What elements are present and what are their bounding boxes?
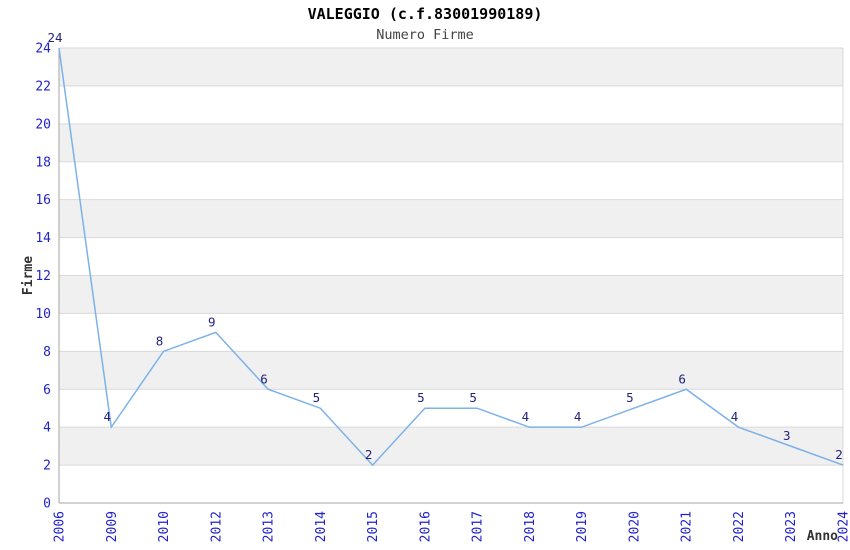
data-point-label: 5: [626, 390, 634, 405]
plot-bands: [59, 48, 843, 466]
data-point-label: 3: [783, 428, 791, 443]
data-point-label: 6: [260, 371, 268, 386]
plot-band: [59, 351, 843, 390]
data-point-label: 5: [417, 390, 425, 405]
x-tick-label: 2024: [837, 511, 850, 542]
axes: [58, 48, 843, 504]
data-point-label: 5: [313, 390, 321, 405]
x-tick-label: 2012: [209, 511, 224, 542]
y-tick-label: 22: [35, 79, 51, 94]
chart-subtitle: Numero Firme: [376, 27, 474, 43]
y-axis-title: Firme: [21, 256, 36, 295]
x-tick-label: 2010: [157, 511, 172, 542]
plot-band: [59, 275, 843, 314]
data-point-label: 5: [469, 390, 477, 405]
x-tick-label: 2021: [680, 511, 695, 542]
data-point-label: 8: [156, 333, 164, 348]
y-tick-label: 16: [35, 193, 51, 208]
plot-band: [59, 427, 843, 466]
data-point-label: 24: [47, 30, 62, 45]
data-point-label: 4: [731, 409, 739, 424]
y-tick-label: 24: [35, 42, 51, 57]
y-tick-label: 4: [43, 421, 51, 436]
data-point-label: 6: [678, 371, 686, 386]
y-tick-label: 2: [43, 459, 51, 474]
x-tick-label: 2022: [732, 511, 747, 542]
plot-band: [59, 123, 843, 162]
y-tick-label: 14: [35, 231, 51, 246]
x-tick-labels: 2006 2009 2010 2012 2013 2014 2015 2016 2017 2018…: [53, 511, 850, 542]
x-tick-label: 2016: [418, 511, 433, 542]
x-tick-label: 2020: [627, 511, 642, 542]
data-labels: 24 4 8 9 6 5 2 5 5 4 4 5 6 4 3 2: [47, 30, 842, 462]
grid-lines: [59, 47, 844, 503]
x-tick-label: 2009: [105, 511, 120, 542]
data-point-label: 4: [104, 409, 112, 424]
y-tick-label: 8: [43, 345, 51, 360]
x-tick-label: 2017: [471, 511, 486, 542]
data-line: [58, 47, 844, 467]
y-tick-label: 10: [35, 307, 51, 322]
x-tick-label: 2018: [523, 511, 538, 542]
data-point-label: 4: [574, 409, 582, 424]
data-series: [58, 47, 844, 467]
y-tick-label: 20: [35, 117, 51, 132]
x-tick-label: 2019: [575, 511, 590, 542]
y-axis-title-group: Firme: [21, 256, 36, 295]
y-tick-label: 18: [35, 155, 51, 170]
data-point-label: 2: [835, 447, 843, 462]
x-tick-label: 2013: [262, 511, 277, 542]
y-tick-label: 12: [35, 269, 51, 284]
data-point-label: 2: [365, 447, 373, 462]
plot-band: [59, 48, 843, 86]
x-tick-label: 2006: [53, 511, 68, 542]
y-tick-label: 6: [43, 383, 51, 398]
plot-band: [59, 199, 843, 238]
x-tick-label: 2015: [366, 511, 381, 542]
data-point-label: 9: [208, 314, 216, 329]
x-axis-title: Anno: [807, 529, 838, 544]
x-tick-label: 2023: [784, 511, 799, 542]
data-point-label: 4: [522, 409, 530, 424]
y-tick-label: 0: [43, 497, 51, 512]
chart-title: VALEGGIO (c.f.83001990189): [307, 5, 543, 23]
x-tick-label: 2014: [314, 511, 329, 542]
x-axis-title-group: Anno: [807, 529, 838, 544]
